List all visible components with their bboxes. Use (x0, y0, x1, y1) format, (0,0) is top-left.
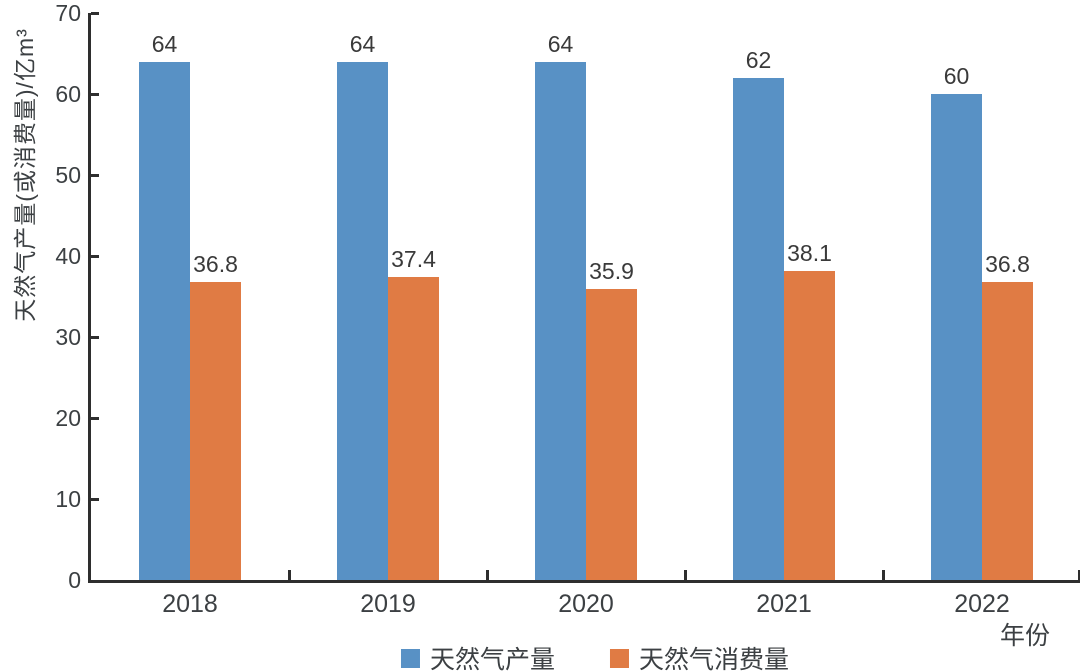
bar-production (139, 61, 190, 580)
bar-value-label: 64 (151, 30, 178, 57)
legend-item: 天然气产量 (400, 640, 555, 672)
y-tick-mark (91, 416, 99, 420)
x-tick-mark (485, 570, 489, 580)
bar-production (535, 61, 586, 580)
y-tick-label: 50 (55, 162, 81, 188)
bar-value-label: 37.4 (391, 246, 436, 273)
legend-label: 天然气产量 (429, 646, 555, 672)
y-tick-label: 70 (55, 0, 81, 26)
x-tick-label: 2022 (954, 590, 1010, 618)
x-tick-mark (1078, 570, 1080, 580)
y-tick-mark (91, 92, 99, 96)
x-tick-label: 2021 (756, 590, 812, 618)
y-tick-label: 20 (55, 405, 81, 431)
bar-production (733, 77, 784, 580)
y-tick-label: 10 (55, 486, 81, 512)
x-axis-title: 年份 (999, 622, 1050, 650)
y-tick-mark (91, 497, 99, 501)
bar-consumption (982, 281, 1033, 580)
legend-swatch-icon (400, 648, 420, 668)
bar-consumption (190, 281, 241, 580)
bar-value-label: 64 (547, 30, 574, 57)
y-tick-label: 40 (55, 243, 81, 269)
bar-value-label: 60 (943, 63, 970, 89)
bar-value-label: 35.9 (589, 258, 634, 285)
y-tick-mark (91, 335, 99, 339)
x-tick-label: 2020 (558, 590, 614, 618)
bar-consumption (388, 277, 439, 580)
bar-value-label: 36.8 (985, 250, 1030, 277)
bar-production (931, 94, 982, 580)
bar-consumption (586, 289, 637, 580)
plot-area: 0 10 20 30 40 50 60 70 64 36.8 2018 64 37.4 2019 64 35.… (55, 0, 1080, 618)
x-tick-mark (881, 570, 885, 580)
y-tick-mark (91, 254, 99, 258)
bar-production (337, 61, 388, 580)
bar-value-label: 64 (349, 30, 376, 57)
legend-label: 天然气消费量 (639, 646, 790, 672)
y-tick-mark (91, 11, 99, 15)
x-tick-mark (683, 570, 687, 580)
y-tick-label: 0 (68, 567, 81, 593)
bar-consumption (784, 271, 835, 580)
x-tick-mark (287, 570, 291, 580)
x-tick-label: 2018 (162, 590, 218, 618)
bar-value-label: 38.1 (787, 240, 832, 267)
legend: 天然气产量 天然气消费量 (400, 640, 789, 672)
y-tick-label: 30 (55, 324, 81, 350)
legend-item: 天然气消费量 (610, 640, 789, 672)
bar-value-label: 62 (745, 46, 772, 73)
y-tick-mark (91, 173, 99, 177)
y-tick-label: 60 (55, 81, 81, 107)
x-tick-label: 2019 (360, 590, 416, 618)
bar-value-label: 36.8 (193, 250, 238, 277)
legend-swatch-icon (610, 648, 629, 668)
